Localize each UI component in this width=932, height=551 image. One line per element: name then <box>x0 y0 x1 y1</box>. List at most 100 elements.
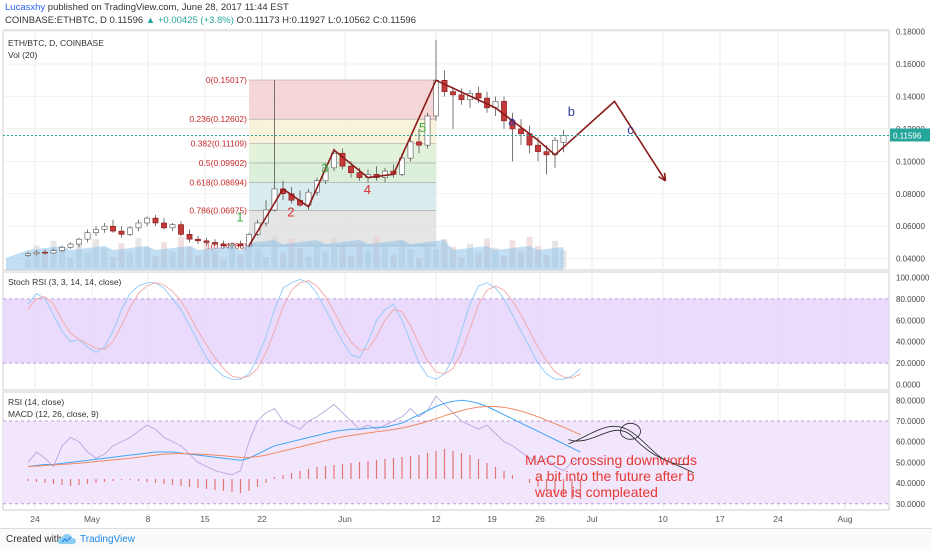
author-link[interactable]: Lucasxhy <box>5 2 46 13</box>
fib-level-label: 0.382(0.11109) <box>191 138 248 148</box>
candle-body <box>195 238 201 242</box>
fib-level-label: 0(0.15017) <box>206 75 247 85</box>
stoch-line <box>27 279 581 380</box>
x-tick-label: 24 <box>773 514 783 524</box>
x-tick-label: 8 <box>146 514 151 524</box>
annotation-line-3: wave is compleated <box>534 484 658 500</box>
chart-svg[interactable]: 0(0.15017) 0.236(0.12602) 0.382(0.11109) 0.… <box>0 0 932 528</box>
volume-label: Vol (20) <box>8 50 37 60</box>
candle-body <box>475 92 482 99</box>
stoch-y-tick: 20.0000 <box>896 359 925 368</box>
candle-body <box>169 224 176 229</box>
rsi-line <box>27 395 581 476</box>
fib-level-label: 0.786(0.06975) <box>189 205 247 215</box>
high-value: H:0.11927 <box>282 15 326 26</box>
fib-level-label: 0.236(0.12602) <box>189 114 247 124</box>
wave-label-4: 4 <box>364 182 371 197</box>
x-tick-label: 22 <box>257 514 267 524</box>
tradingview-brand[interactable]: TradingView <box>80 534 136 545</box>
candle-body <box>67 243 74 248</box>
fib-zone <box>249 182 436 211</box>
wave-label-a: a <box>508 114 516 129</box>
wave-label-5: 5 <box>419 120 426 135</box>
candle-body <box>186 234 193 240</box>
x-tick-label: 12 <box>431 514 441 524</box>
candle-body <box>237 243 244 246</box>
rsi-y-tick: 50.0000 <box>896 458 925 467</box>
candle-body <box>382 170 388 178</box>
rsi-y-tick: 30.0000 <box>896 500 925 509</box>
stoch-band <box>3 298 889 364</box>
wave-label-2: 2 <box>287 204 294 219</box>
rsi-y-tick: 70.0000 <box>896 417 925 426</box>
price-y-tick: 0.04000 <box>896 255 925 264</box>
stoch-y-tick: 40.0000 <box>896 338 925 347</box>
open-value: O:0.11173 <box>236 15 280 26</box>
last-price-box <box>890 128 930 142</box>
candle-body <box>356 172 363 178</box>
candle-body <box>424 115 431 146</box>
fib-level-label: 0.618(0.08694) <box>189 178 247 188</box>
candle-body <box>118 230 125 235</box>
candle-body <box>407 141 414 159</box>
candle-body <box>331 152 337 169</box>
ohlc-line: COINBASE:ETHBTC, D 0.11596 ▲ +0.00425 (+… <box>5 15 416 26</box>
candle-body <box>110 225 116 232</box>
up-triangle-icon: ▲ <box>145 15 156 26</box>
volume-ma-area <box>6 240 564 270</box>
fib-level-label: 1(0.04786) <box>206 241 247 251</box>
publish-line: Lucasxhy published on TradingView.com, J… <box>5 2 289 13</box>
last-price-label: 0.11596 <box>893 131 922 140</box>
candle-body <box>399 157 405 175</box>
stoch-y-tick: 100.0000 <box>896 273 930 282</box>
footer: Created with TradingView <box>0 528 932 551</box>
candle-body <box>212 242 218 245</box>
price-y-tick: 0.14000 <box>896 92 925 101</box>
stoch-y-tick: 60.0000 <box>896 316 925 325</box>
macd-line <box>27 399 581 468</box>
candle-body <box>42 251 48 254</box>
candle-body <box>203 240 210 243</box>
rsi-pane-title: RSI (14, close) <box>8 397 64 407</box>
candle-body <box>450 91 456 96</box>
fib-zone <box>249 79 436 120</box>
stoch-line <box>27 280 581 379</box>
stoch-y-tick: 0.0000 <box>896 381 921 390</box>
wave-label-3: 3 <box>321 161 328 176</box>
x-tick-label: 15 <box>200 514 210 524</box>
candle-body <box>501 101 507 122</box>
close-value: C:0.11596 <box>372 15 416 26</box>
rsi-y-tick: 40.0000 <box>896 479 925 488</box>
fib-zone <box>249 119 436 144</box>
publish-info: published on TradingView.com, June 28, 2… <box>47 2 289 13</box>
candle-body <box>543 151 550 156</box>
wave-label-c: c <box>627 122 634 137</box>
candle-body <box>84 232 91 240</box>
price-y-tick: 0.16000 <box>896 60 925 69</box>
stoch-pane-title: Stoch RSI (3, 3, 14, 14, close) <box>8 277 122 287</box>
candle-body <box>101 225 108 230</box>
price-pane[interactable] <box>2 29 890 271</box>
price-y-tick: 0.18000 <box>896 28 925 37</box>
macd-pane-title: MACD (12, 26, close, 9) <box>8 409 99 419</box>
wave-arrowhead <box>658 172 667 182</box>
candle-body <box>441 79 448 92</box>
symbol-label: COINBASE:ETHBTC, D <box>5 15 107 26</box>
annotation-line-2: a bit into the future after b <box>535 468 695 484</box>
x-tick-label: Jun <box>338 514 352 524</box>
candle-body <box>152 217 159 224</box>
fib-zone <box>249 162 436 183</box>
stoch-y-tick: 80.0000 <box>896 295 925 304</box>
last-price: 0.11596 <box>109 15 144 26</box>
price-y-tick: 0.08000 <box>896 190 925 199</box>
macd-annotation: MACD crossing downwords a bit into the f… <box>525 452 697 500</box>
candle-body <box>178 224 184 235</box>
macd-signal-line <box>27 405 581 468</box>
candle-body <box>127 227 133 235</box>
price-pane-title: ETH/BTC, D, COINBASE <box>8 38 104 48</box>
candle-body <box>229 243 235 246</box>
signal-projection-line <box>568 430 694 474</box>
header: Lucasxhy published on TradingView.com, J… <box>0 0 932 30</box>
created-with-label: Created with <box>6 534 63 545</box>
x-tick-label: 26 <box>535 514 545 524</box>
